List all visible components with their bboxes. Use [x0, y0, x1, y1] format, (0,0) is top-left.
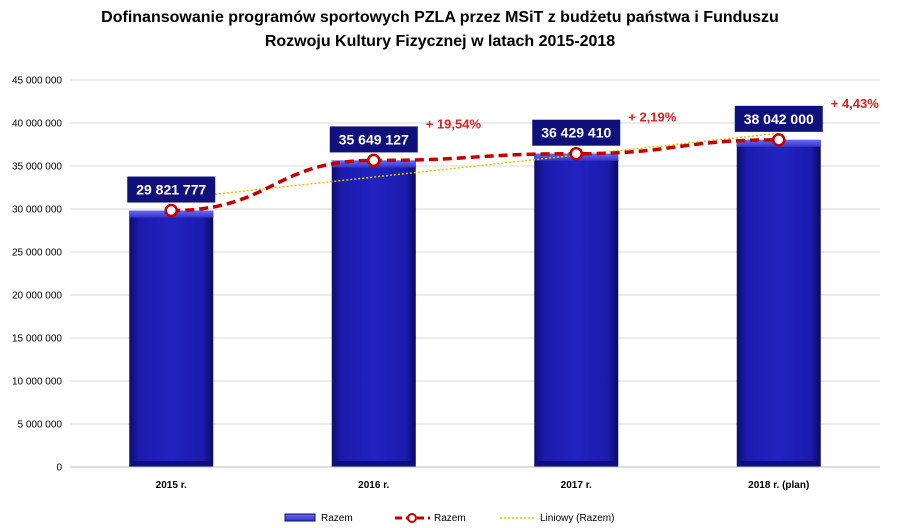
bar-base	[538, 461, 615, 467]
value-label-box	[329, 126, 418, 153]
bar-base	[335, 461, 412, 467]
y-tick-label: 0	[56, 463, 62, 474]
value-label: 35 649 127	[339, 131, 409, 147]
value-labels: 29 821 777 35 649 127 + 19,54% 36 429 410 + …	[127, 96, 879, 203]
y-tick-label: 35 000 000	[12, 162, 62, 173]
trendline-path	[171, 132, 779, 200]
line-marker	[164, 203, 178, 218]
change-label: + 2,19%	[628, 110, 677, 125]
legend-item-bar: Razem	[284, 513, 353, 524]
line-marker	[569, 146, 583, 161]
x-tick-label: 2018 r. (plan)	[748, 480, 809, 491]
bar-group	[736, 139, 821, 467]
series-line	[164, 133, 786, 218]
trendline	[171, 132, 779, 200]
y-tick-label: 40 000 000	[12, 119, 62, 130]
bar	[534, 153, 619, 467]
y-tick-label: 30 000 000	[12, 205, 62, 216]
bar-base	[740, 461, 817, 467]
y-tick-label: 10 000 000	[12, 377, 62, 388]
y-tick-label: 25 000 000	[12, 248, 62, 259]
bars	[129, 139, 821, 467]
value-label-box	[127, 176, 216, 203]
legend-label-trend: Liniowy (Razem)	[540, 513, 614, 524]
legend-swatch-marker	[407, 513, 417, 523]
change-label: + 19,54%	[426, 116, 482, 131]
y-tick-label: 15 000 000	[12, 334, 62, 345]
bar	[331, 160, 416, 467]
legend-swatch-bar	[284, 513, 316, 522]
line-marker	[367, 153, 381, 168]
bar-group	[129, 210, 214, 467]
chart-title-line1: Dofinansowanie programów sportowych PZLA…	[101, 9, 779, 26]
y-tick-label: 20 000 000	[12, 291, 62, 302]
bar-group	[534, 153, 619, 467]
chart-title-line2: Rozwoju Kultury Fizycznej w latach 2015-…	[265, 33, 615, 50]
legend-item-trend: Liniowy (Razem)	[500, 513, 614, 524]
legend-label-bar: Razem	[321, 513, 353, 524]
y-tick-label: 45 000 000	[12, 76, 62, 87]
value-label: 36 429 410	[541, 125, 611, 141]
x-axis: 2015 r. 2016 r. 2017 r. 2018 r. (plan)	[70, 466, 880, 491]
legend-item-line: Razem	[395, 513, 466, 524]
x-tick-label: 2015 r.	[156, 480, 187, 491]
bar-base	[133, 461, 210, 467]
value-label-box	[734, 105, 823, 132]
value-label: 38 042 000	[744, 111, 814, 127]
bar	[129, 210, 214, 467]
value-label-box	[532, 119, 621, 146]
value-label: 29 821 777	[136, 182, 206, 198]
bar-group	[331, 160, 416, 467]
x-tick-label: 2017 r.	[561, 480, 592, 491]
line-marker	[772, 133, 786, 147]
legend: Razem Razem Liniowy (Razem)	[284, 513, 614, 524]
change-label: + 4,43%	[831, 96, 880, 111]
legend-label-line: Razem	[434, 513, 466, 524]
series-line-path	[171, 138, 779, 213]
x-tick-label: 2016 r.	[358, 480, 389, 491]
y-tick-label: 5 000 000	[18, 420, 63, 431]
bar	[736, 139, 821, 467]
y-axis: 0 5 000 000 10 000 000 15 000 000 20 000 000…	[12, 76, 63, 474]
